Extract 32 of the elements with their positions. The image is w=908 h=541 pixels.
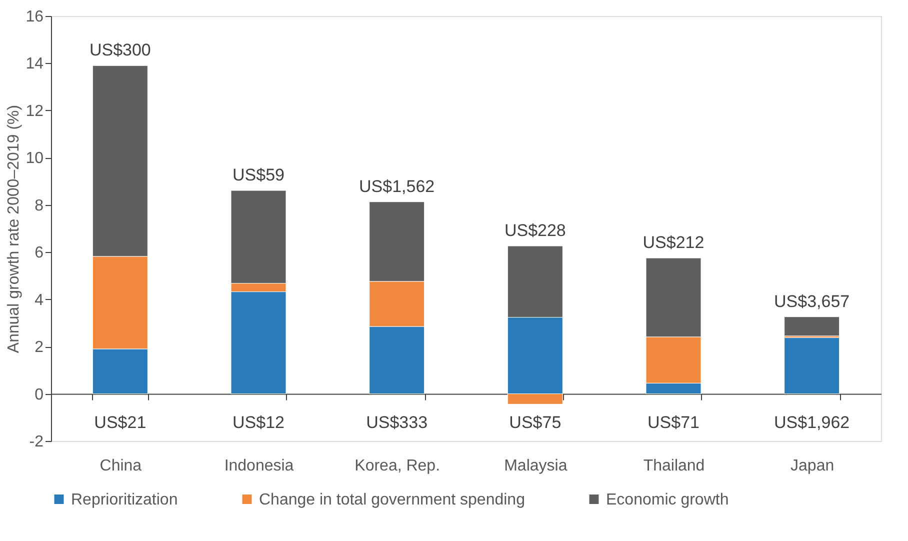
y-tick-label: 6 — [34, 244, 44, 262]
y-tick-label: 10 — [26, 150, 44, 168]
y-axis-title: Annual growth rate 2000–2019 (%) — [6, 104, 23, 354]
annotation: US$21 — [94, 413, 146, 432]
x-tick-label: Korea, Rep. — [354, 458, 440, 474]
annotation: US$1,562 — [359, 176, 435, 196]
annotation: US$212 — [642, 233, 704, 252]
annotation: US$59 — [232, 165, 284, 184]
annotation: US$300 — [89, 40, 151, 60]
y-tick-label: 0 — [34, 386, 44, 404]
y-tick-label: 14 — [26, 56, 44, 73]
annotation: US$71 — [648, 413, 700, 432]
y-tick-label: 12 — [26, 102, 44, 120]
legend-label: Economic growth — [606, 491, 729, 508]
x-tick-label: Indonesia — [224, 458, 294, 474]
y-tick-label: 4 — [34, 292, 44, 309]
annotation: US$333 — [366, 413, 428, 432]
x-tick-label: China — [100, 458, 142, 474]
annotation: US$3,657 — [774, 292, 850, 311]
annotation: US$75 — [509, 413, 562, 432]
x-tick-label: Thailand — [643, 458, 705, 474]
y-tick-label: 2 — [34, 339, 44, 356]
legend-label: Change in total government spending — [259, 491, 525, 508]
legend-label: Reprioritization — [71, 491, 178, 508]
x-tick-label: Malaysia — [504, 458, 568, 474]
x-tick-label: Japan — [790, 458, 834, 474]
y-tick-label: 16 — [26, 8, 44, 26]
annotation: US$228 — [504, 220, 566, 240]
annotation: US$12 — [232, 413, 284, 432]
y-tick-label: -2 — [29, 434, 44, 450]
annotation: US$1,962 — [774, 413, 850, 432]
y-tick-label: 8 — [34, 197, 44, 214]
